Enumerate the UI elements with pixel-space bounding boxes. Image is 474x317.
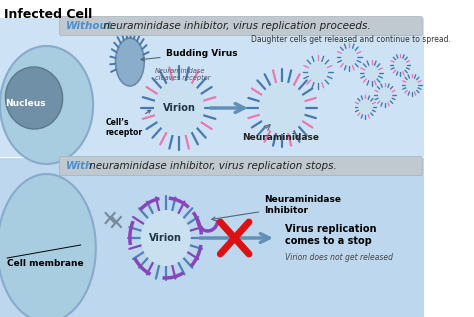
Text: Without: Without	[66, 21, 113, 31]
Circle shape	[365, 65, 379, 81]
Bar	[0, 158, 425, 317]
Ellipse shape	[0, 174, 96, 317]
Text: Neuraminidase: Neuraminidase	[242, 133, 319, 143]
Ellipse shape	[116, 38, 144, 86]
Text: Neuraminidase
Inhibitor: Neuraminidase Inhibitor	[212, 195, 341, 221]
Text: Cell membrane: Cell membrane	[7, 258, 84, 268]
FancyBboxPatch shape	[60, 157, 422, 176]
Text: neuraminidase inhibitor, virus replication proceeds.: neuraminidase inhibitor, virus replicati…	[100, 21, 371, 31]
Text: Neuraminidase
cleaves receptor: Neuraminidase cleaves receptor	[155, 68, 210, 81]
FancyBboxPatch shape	[60, 16, 422, 36]
Text: Nucleus: Nucleus	[5, 99, 46, 107]
Text: Virion does not get released: Virion does not get released	[285, 254, 393, 262]
Text: Virus replication
comes to a stop: Virus replication comes to a stop	[285, 224, 376, 246]
Circle shape	[378, 87, 392, 103]
Text: neuraminidase inhibitor, virus replication stops.: neuraminidase inhibitor, virus replicati…	[86, 161, 337, 171]
Text: Virion: Virion	[163, 103, 196, 113]
Text: Daughter cells get released and continue to spread.: Daughter cells get released and continue…	[251, 36, 451, 44]
Circle shape	[406, 78, 418, 92]
Circle shape	[358, 99, 373, 115]
Circle shape	[394, 58, 407, 72]
Text: With: With	[66, 161, 94, 171]
Ellipse shape	[5, 67, 63, 129]
Text: Cell’s
receptor: Cell’s receptor	[106, 110, 151, 137]
Text: Virion: Virion	[149, 233, 182, 243]
Ellipse shape	[0, 46, 93, 164]
Circle shape	[154, 80, 204, 136]
Circle shape	[259, 82, 305, 134]
Circle shape	[141, 210, 191, 266]
Bar	[0, 18, 425, 157]
Circle shape	[308, 61, 328, 83]
Circle shape	[341, 48, 357, 66]
Text: Infected Cell: Infected Cell	[4, 8, 93, 21]
Text: Budding Virus: Budding Virus	[141, 49, 237, 61]
